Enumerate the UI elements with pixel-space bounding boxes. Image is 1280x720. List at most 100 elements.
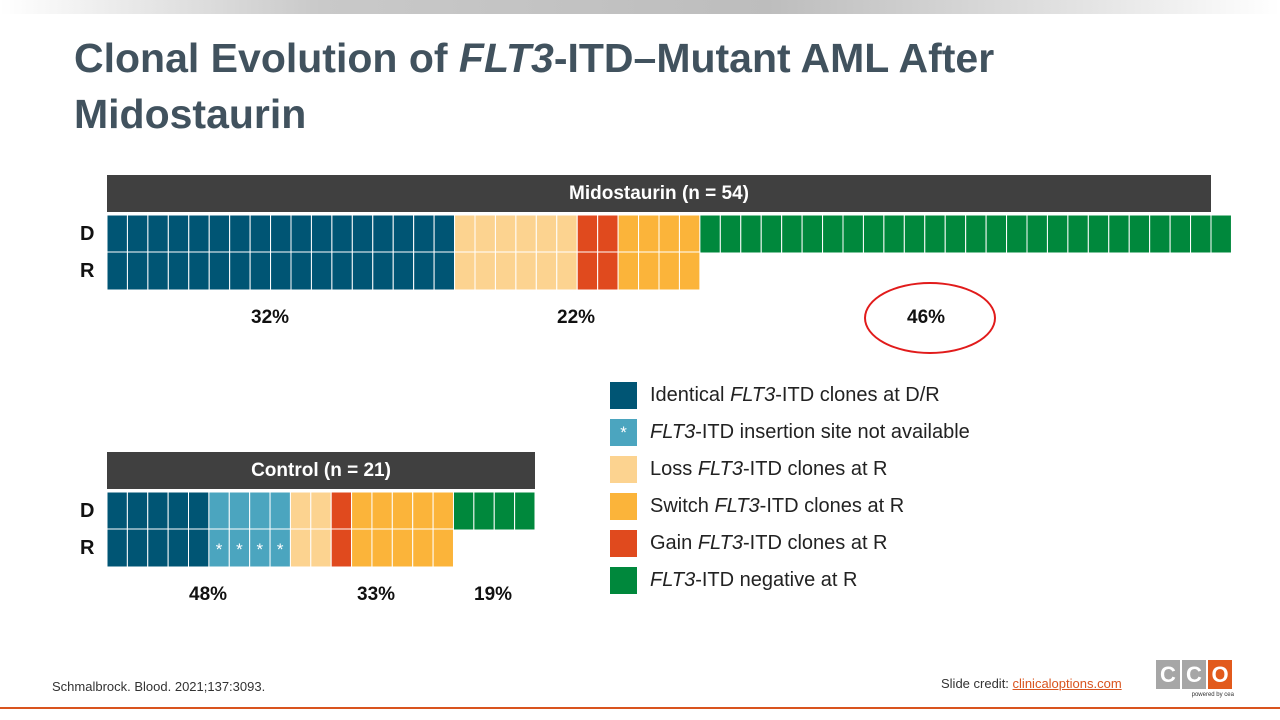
clone-cell-identical (167, 528, 190, 568)
clone-cell-identical (351, 214, 374, 254)
clone-cell-identical (290, 214, 312, 254)
midostaurin-row-label-d: D (80, 223, 95, 245)
logo-tagline: powered by cea (1191, 692, 1234, 698)
clone-cell-identical (270, 251, 292, 291)
clone-cell-loss (556, 251, 578, 291)
clone-cell-switch (412, 528, 434, 568)
clone-cell-identical (126, 528, 149, 568)
legend-swatch-gain (610, 530, 637, 557)
logo-letter: C (1156, 660, 1180, 689)
clone-cell-loss (289, 491, 312, 531)
clone-cell-identical (188, 214, 210, 254)
clone-cell-negative (740, 214, 762, 254)
clone-cell-negative (1210, 214, 1232, 254)
control-pct-identical: 48% (189, 584, 228, 605)
clone-cell-switch (391, 528, 414, 568)
clone-cell-identical (229, 214, 251, 254)
legend-item-identical: Identical FLT3-ITD clones at D/R (610, 377, 1030, 414)
clone-cell-switch (658, 214, 680, 254)
clone-cell-negative (452, 491, 475, 531)
clone-cell-negative (801, 214, 824, 254)
asterisk-mark: * (216, 540, 223, 559)
legend-label-switch: Switch FLT3-ITD clones at R (650, 495, 905, 517)
clone-cell-switch (617, 251, 640, 291)
clone-cell-negative (1046, 214, 1069, 254)
clone-cell-negative (1128, 214, 1151, 254)
clone-cell-identical (331, 251, 353, 291)
clone-cell-negative (1108, 214, 1130, 254)
logo-letter: C (1182, 660, 1206, 689)
clone-cell-identical (106, 491, 128, 531)
clinicaloptions-link[interactable]: clinicaloptions.com (1012, 676, 1122, 691)
clone-cell-identical (188, 528, 210, 568)
clone-cell-negative (944, 214, 967, 254)
clone-cell-na (228, 491, 251, 531)
clone-cell-loss (556, 214, 578, 254)
clone-cell-identical (413, 214, 435, 254)
clone-cell-identical (249, 214, 272, 254)
legend-item-loss: Loss FLT3-ITD clones at R (610, 451, 1030, 488)
legend-item-gain: Gain FLT3-ITD clones at R (610, 525, 1030, 562)
legend: Identical FLT3-ITD clones at D/R * FLT3-… (610, 377, 1030, 599)
bottom-accent-line (0, 707, 1280, 709)
clone-cell-identical (249, 251, 272, 291)
control-row-label-d: D (80, 500, 95, 522)
clone-cell-identical (310, 214, 333, 254)
control-pct-negative: 19% (474, 584, 513, 605)
clone-cell-gain (597, 214, 619, 254)
clone-cell-negative (985, 214, 1008, 254)
legend-swatch-negative (610, 567, 637, 594)
midostaurin-title: Midostaurin (n = 54) (569, 182, 749, 204)
clone-cell-loss (515, 214, 537, 254)
cco-logo: C C O powered by cea (1156, 660, 1234, 705)
midostaurin-pct-lost-switched: 22% (557, 307, 596, 328)
clone-cell-loss (535, 214, 558, 254)
clone-cell-negative (924, 214, 946, 254)
legend-label-loss: Loss FLT3-ITD clones at R (650, 458, 888, 480)
clone-cell-switch (371, 491, 393, 531)
clone-cell-loss (289, 528, 312, 568)
clone-cell-loss (454, 214, 476, 254)
clone-cell-gain (576, 214, 599, 254)
midostaurin-row-label-r: R (80, 260, 95, 282)
clone-cell-switch (432, 491, 454, 531)
slide-credit-label: Slide credit: (941, 676, 1013, 691)
clone-cell-switch (617, 214, 640, 254)
legend-swatch-identical (610, 382, 637, 409)
clone-cell-switch (351, 528, 373, 568)
asterisk-mark: * (620, 422, 627, 442)
clone-cell-identical (208, 214, 231, 254)
clone-cell-identical (106, 251, 128, 291)
clone-cell-negative (473, 491, 495, 531)
clone-cell-identical (167, 214, 190, 254)
clone-cell-switch (351, 491, 373, 531)
clone-cell-identical (351, 251, 374, 291)
clone-cell-gain (330, 491, 353, 531)
highlight-ellipse (864, 282, 996, 354)
slide-title: Clonal Evolution of FLT3-ITD–Mutant AML … (74, 35, 995, 137)
clone-cell-identical (310, 251, 333, 291)
clone-cell-loss (474, 214, 496, 254)
clone-cell-na (249, 491, 271, 531)
clone-cell-switch (658, 251, 680, 291)
legend-swatch-not-available: * (610, 419, 637, 446)
clone-cell-na (208, 491, 230, 531)
clone-cell-negative (719, 214, 742, 254)
clone-cell-switch (371, 528, 393, 568)
midostaurin-pct-identical: 32% (251, 307, 290, 328)
clone-cell-negative (1169, 214, 1192, 254)
clone-cell-gain (597, 251, 619, 291)
clone-cell-negative (1149, 214, 1171, 254)
clone-cell-identical (290, 251, 312, 291)
clone-cell-loss (515, 251, 537, 291)
clone-cell-loss (535, 251, 558, 291)
clone-cell-switch (678, 251, 701, 291)
clone-cell-identical (126, 251, 149, 291)
clone-cell-identical (106, 528, 128, 568)
clone-cell-identical (147, 528, 169, 568)
clone-cell-negative (514, 491, 536, 531)
clone-cell-switch (432, 528, 454, 568)
clone-cell-negative (1006, 214, 1028, 254)
top-gradient-bar (0, 0, 1280, 14)
control-pct-lost-switched: 33% (357, 584, 396, 605)
